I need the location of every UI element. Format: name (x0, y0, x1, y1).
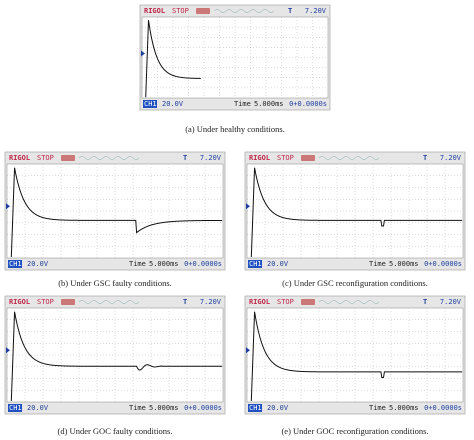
channel-marker (246, 347, 250, 354)
time-label: Time (369, 260, 386, 268)
trigger: T (183, 298, 187, 306)
trigger-level: 7.20V (440, 154, 462, 162)
scope-panel: RIGOL STOP T 7.20V CH1 20.0V Time 5.000ms 0+0.00… (4, 295, 226, 415)
trigger: T (423, 154, 427, 162)
brand: RIGOL (9, 298, 30, 306)
timebase-indicator (78, 300, 140, 304)
caption: (c) Under GSC reconfiguration conditions… (282, 278, 428, 288)
status-icon (301, 299, 315, 305)
channel-marker (6, 347, 10, 354)
timebase-indicator (213, 9, 275, 13)
status: STOP (277, 154, 294, 162)
status: STOP (277, 298, 294, 306)
waveform (10, 311, 223, 402)
brand: RIGOL (249, 298, 270, 306)
brand: RIGOL (144, 7, 165, 15)
timebase-indicator (318, 300, 380, 304)
trigger-level: 7.20V (305, 7, 327, 15)
time-scale: 5.000ms (389, 404, 419, 412)
trigger: T (183, 154, 187, 162)
waveform (250, 311, 463, 402)
time-scale: 5.000ms (389, 260, 419, 268)
scope-panel: RIGOL STOP T 7.20V CH1 20.0V Time 5.000ms 0+0.00… (244, 151, 466, 271)
channel-badge (143, 100, 157, 108)
time-offset: 0+0.0000s (289, 100, 327, 108)
trigger-level: 7.20V (200, 154, 222, 162)
scope-panel: RIGOL STOP T 7.20V CH1 20.0V Time 5.000ms 0+0.00… (4, 151, 226, 271)
time-label: Time (129, 404, 146, 412)
channel: CH1 (144, 100, 157, 108)
channel-badge (8, 260, 22, 268)
channel-marker (141, 50, 145, 57)
time-offset: 0+0.0000s (184, 404, 222, 412)
volt-scale: 20.0V (27, 260, 49, 268)
channel-badge (248, 260, 262, 268)
time-offset: 0+0.0000s (184, 260, 222, 268)
status-icon (301, 155, 315, 161)
channel-badge (248, 404, 262, 412)
time-offset: 0+0.0000s (424, 404, 462, 412)
volt-scale: 20.0V (27, 404, 49, 412)
trigger-level: 7.20V (200, 298, 222, 306)
status-icon (61, 299, 75, 305)
channel: CH1 (9, 404, 22, 412)
brand: RIGOL (9, 154, 30, 162)
waveform (10, 167, 223, 258)
waveform (145, 20, 201, 98)
status: STOP (172, 7, 189, 15)
time-scale: 5.000ms (254, 100, 284, 108)
caption: (a) Under healthy conditions. (185, 124, 285, 134)
time-scale: 5.000ms (149, 404, 179, 412)
channel: CH1 (9, 260, 22, 268)
waveform (250, 167, 463, 258)
channel: CH1 (249, 404, 262, 412)
time-scale: 5.000ms (149, 260, 179, 268)
status-icon (196, 8, 210, 14)
channel-marker (246, 203, 250, 210)
channel-marker (6, 203, 10, 210)
caption: (b) Under GSC faulty conditions. (58, 278, 172, 288)
timebase-indicator (78, 156, 140, 160)
status: STOP (37, 154, 54, 162)
caption: (d) Under GOC faulty conditions. (58, 426, 173, 436)
brand: RIGOL (249, 154, 270, 162)
channel: CH1 (249, 260, 262, 268)
volt-scale: 20.0V (162, 100, 184, 108)
scope-panel: RIGOL STOP T 7.20V CH1 20.0V Time 5.000ms 0+0.00… (244, 295, 466, 415)
trigger: T (423, 298, 427, 306)
volt-scale: 20.0V (267, 260, 289, 268)
time-label: Time (129, 260, 146, 268)
channel-badge (8, 404, 22, 412)
volt-scale: 20.0V (267, 404, 289, 412)
time-label: Time (234, 100, 251, 108)
scope-panel: RIGOL STOP T 7.20V CH1 20.0V Time 5.000ms 0+0.00… (139, 4, 331, 111)
status-icon (61, 155, 75, 161)
trigger-level: 7.20V (440, 298, 462, 306)
timebase-indicator (318, 156, 380, 160)
status: STOP (37, 298, 54, 306)
caption: (e) Under GOC reconfiguration conditions… (281, 426, 428, 436)
time-offset: 0+0.0000s (424, 260, 462, 268)
time-label: Time (369, 404, 386, 412)
trigger: T (288, 7, 292, 15)
